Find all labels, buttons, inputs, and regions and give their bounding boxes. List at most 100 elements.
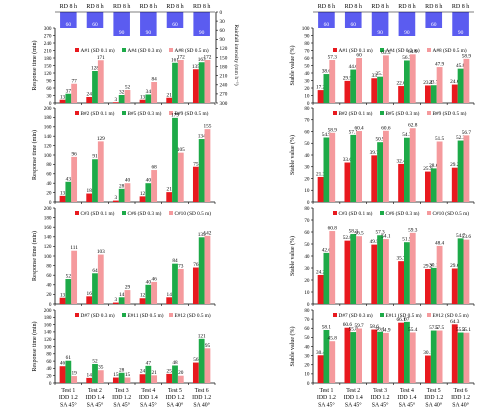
rainfall-axis-label: Rainfall intensity (mm h⁻¹) xyxy=(233,24,240,85)
bar xyxy=(451,268,458,304)
bar xyxy=(198,139,205,202)
data-label: 29.6 xyxy=(450,263,460,269)
data-label: 14 xyxy=(167,292,173,298)
data-label: 40 xyxy=(146,178,152,184)
data-label: 64 xyxy=(92,268,98,274)
data-label: 23.7 xyxy=(429,80,439,86)
rainfall-duration-label: RD 8 h xyxy=(371,4,388,10)
data-label: 58.6 xyxy=(370,324,380,330)
rainfall-header-right: RD 8 h 60 RD 8 h 60 RD 8 h 90 RD 8 h 90 RD 8 h 60… xyxy=(313,4,474,36)
y-tick-label: 60 xyxy=(304,129,310,135)
rainfall-duration-label: RD 8 h xyxy=(193,4,210,10)
legend-swatch xyxy=(169,313,173,317)
y-tick-label: 100 xyxy=(302,26,310,32)
bar xyxy=(404,321,410,383)
panel-right-3: 0 10 20 30 40 50 60 70 80 Stable value (%) C#3 (SD… xyxy=(289,206,475,308)
bar xyxy=(323,252,330,304)
data-label: 54.7 xyxy=(402,132,412,138)
y-tick-label: 20 xyxy=(304,86,310,92)
data-label: 34 xyxy=(146,89,152,95)
data-label: 3 xyxy=(115,297,118,303)
y-tick-label: 40 xyxy=(46,366,52,372)
data-label: 13 xyxy=(60,292,66,298)
bar xyxy=(377,76,383,103)
rainfall-value: 90 xyxy=(377,30,383,36)
bar xyxy=(124,377,131,383)
rainfall-bar xyxy=(113,12,130,36)
data-label: 60.8 xyxy=(328,226,338,232)
data-label: 55.4 xyxy=(408,327,418,333)
bar xyxy=(323,74,330,103)
legend-label: B#9 (SD 0.5 m) xyxy=(433,110,467,117)
bar xyxy=(317,274,324,304)
data-label: 172 xyxy=(177,55,185,61)
data-label: 57.3 xyxy=(328,55,338,61)
rainfall-bar xyxy=(140,12,157,36)
data-label: 25 xyxy=(167,368,173,374)
legend-swatch xyxy=(333,111,337,115)
rainfall-tick-label: 30 xyxy=(220,19,226,25)
rainfall-value: 90 xyxy=(199,30,205,36)
data-label: 171 xyxy=(97,55,105,61)
data-label: 35 xyxy=(98,365,104,371)
bar xyxy=(317,90,324,103)
rainfall-tick-label: 150 xyxy=(220,55,228,61)
data-label: 47.9 xyxy=(435,62,445,68)
y-tick-label: 40 xyxy=(304,153,310,159)
y-tick-label: 40 xyxy=(304,254,310,260)
data-label: 56.1 xyxy=(375,326,385,332)
data-label: 52 xyxy=(92,359,98,365)
bar xyxy=(151,170,158,202)
y-tick-label: 180 xyxy=(44,315,52,321)
data-label: 60 xyxy=(356,53,362,59)
y-axis-label: Response time (min) xyxy=(31,130,38,180)
bar xyxy=(371,78,378,103)
y-tick-label: 40 xyxy=(46,283,52,289)
y-tick-label: 200 xyxy=(44,106,52,112)
data-label: 134 xyxy=(198,134,206,140)
bar xyxy=(204,348,211,383)
data-label: 14 xyxy=(87,372,93,378)
data-label: 45.8 xyxy=(328,336,338,342)
data-label: 29.2 xyxy=(450,162,460,168)
y-tick-label: 70 xyxy=(304,118,310,124)
rainfall-bar xyxy=(398,12,416,36)
legend-label: A#1 (SD 0.1 m) xyxy=(339,47,373,54)
legend-swatch xyxy=(427,111,431,115)
legend-swatch xyxy=(427,48,431,52)
data-label: 57.5 xyxy=(429,325,439,331)
bar xyxy=(166,97,173,103)
data-label: 179 xyxy=(171,112,179,118)
bar xyxy=(350,134,357,202)
data-label: 58.9 xyxy=(328,127,338,133)
y-tick-label: 240 xyxy=(44,41,52,47)
data-label: 56.7 xyxy=(402,55,412,61)
bar xyxy=(177,60,184,103)
bar xyxy=(404,60,410,103)
bar xyxy=(71,156,78,202)
bar xyxy=(430,267,437,304)
bar xyxy=(112,102,119,103)
rainfall-bar xyxy=(318,12,335,28)
bar xyxy=(356,58,362,103)
bar xyxy=(124,90,131,103)
bar xyxy=(145,365,152,383)
data-label: 52 xyxy=(125,85,131,91)
y-tick-label: 80 xyxy=(304,308,310,314)
legend-label: C#10 (SD 0.5 m) xyxy=(433,210,470,217)
rainfall-bar xyxy=(60,12,77,28)
data-label: 73 xyxy=(178,263,184,269)
x-group-label: Test 6 IDD 1.2 SA 40° xyxy=(451,388,470,408)
bar xyxy=(409,332,416,383)
data-label: 68 xyxy=(151,165,157,171)
data-label: 52.3 xyxy=(456,135,466,141)
data-label: 56.5 xyxy=(354,231,364,237)
rainfall-tick-label: 240 xyxy=(220,83,228,89)
data-label: 139 xyxy=(198,232,206,238)
data-label: 61 xyxy=(66,355,72,361)
data-label: 15 xyxy=(125,372,131,378)
rainfall-value: 90 xyxy=(458,30,464,36)
y-tick-label: 90 xyxy=(46,78,52,84)
y-tick-label: 0 xyxy=(307,101,310,107)
data-label: 128 xyxy=(91,66,99,72)
